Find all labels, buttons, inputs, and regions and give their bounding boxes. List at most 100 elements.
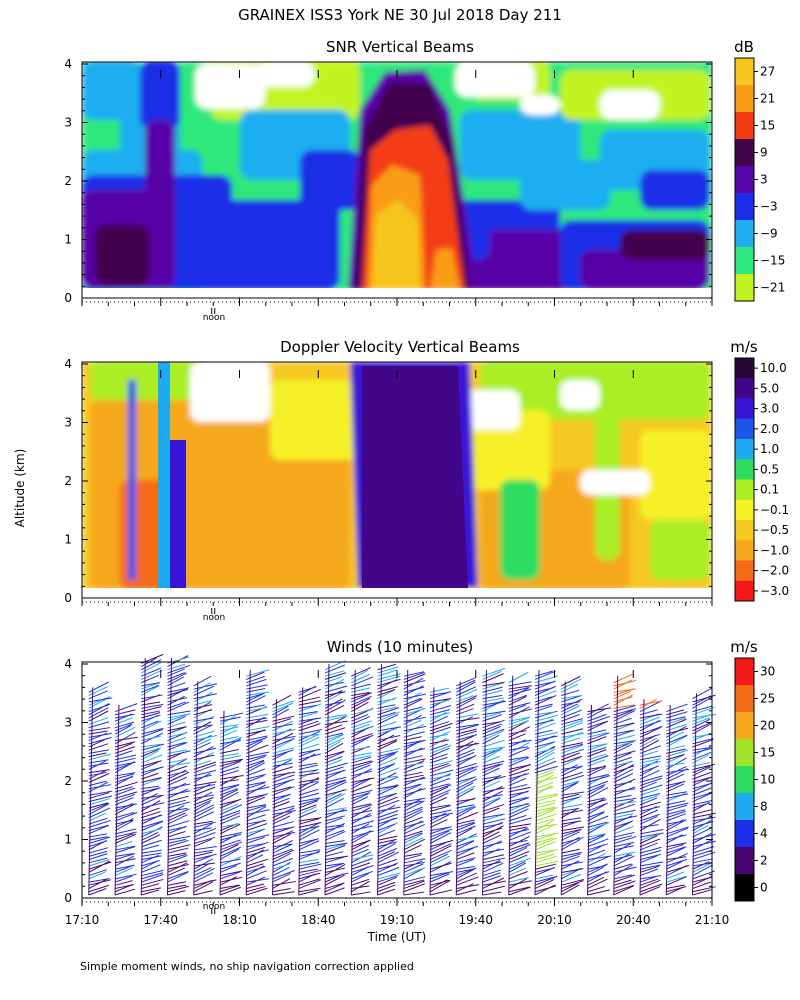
- colorbar-swatch: [735, 874, 754, 902]
- x-tick-label: 18:10: [222, 913, 257, 927]
- x-tick-label: 19:10: [380, 913, 415, 927]
- colorbar-swatch: [735, 479, 754, 501]
- y-tick-label: 0: [64, 591, 72, 605]
- colorbar-label: 2.0: [760, 422, 779, 436]
- colorbar-label: 1.0: [760, 442, 779, 456]
- colorbar-label: 30: [760, 665, 775, 679]
- y-tick-label: 1: [64, 233, 72, 247]
- colorbar-label: −0.5: [760, 523, 789, 537]
- colorbar-label: −1.0: [760, 543, 789, 557]
- colorbar-swatch: [735, 459, 754, 480]
- wind-profile: [272, 694, 297, 896]
- colorbar-swatch: [735, 580, 754, 602]
- colorbar-swatch: [735, 58, 754, 86]
- snr-unit: dB: [734, 38, 754, 56]
- colorbar-label: 10.0: [760, 361, 787, 375]
- colorbar-label: 5.0: [760, 381, 779, 395]
- colorbar-swatch: [735, 193, 754, 221]
- colorbar-swatch: [735, 439, 754, 460]
- colorbar-label: 10: [760, 773, 775, 787]
- wind-profile: [298, 685, 322, 896]
- y-tick-label: 3: [64, 116, 72, 130]
- colorbar-swatch: [735, 739, 754, 767]
- doppler-panel: Doppler Velocity Vertical Beams 0 1 2 3 4 10…: [64, 338, 789, 623]
- wind-profile: [639, 698, 664, 896]
- x-tick-label: 19:40: [458, 913, 493, 927]
- colorbar-label: 27: [760, 65, 775, 79]
- wind-profile: [350, 667, 375, 896]
- wind-profile: [114, 703, 138, 896]
- y-tick-label: 2: [64, 174, 72, 188]
- x-tick-label: 18:40: [301, 913, 336, 927]
- colorbar-swatch: [735, 712, 754, 740]
- colorbar-label: 21: [760, 92, 775, 106]
- wind-barbs: [88, 653, 717, 896]
- colorbar-label: 0.5: [760, 462, 779, 476]
- wind-profile: [508, 671, 532, 896]
- colorbar-label: −3: [760, 200, 778, 214]
- wind-profile: [613, 673, 638, 896]
- snr-heatmap: [82, 62, 712, 290]
- wind-profile: [88, 681, 113, 896]
- colorbar-label: −9: [760, 227, 778, 241]
- colorbar-swatch: [735, 220, 754, 248]
- doppler-colorbar: 10.0 5.0 3.0 2.0 1.0 0.5 0.1 −0.1 −0.5 −1.0 −2.0 −3…: [734, 357, 789, 602]
- colorbar-label: 2: [760, 854, 768, 868]
- colorbar-label: 4: [760, 827, 768, 841]
- wind-profile: [245, 669, 270, 896]
- wind-profile: [560, 675, 585, 896]
- colorbar-swatch: [735, 540, 754, 561]
- wind-profile: [534, 669, 559, 896]
- winds-unit: m/s: [730, 638, 758, 656]
- y-axis-label: Altitude (km): [13, 449, 27, 528]
- y-tick-label: 4: [64, 657, 72, 671]
- colorbar-swatch: [735, 85, 754, 113]
- colorbar-swatch: [735, 520, 754, 541]
- y-tick-label: 4: [64, 357, 72, 371]
- snr-panel: SNR Vertical Beams 0 1 2 3 4 27 21 15 9 3 −3 −9 −15…: [64, 38, 785, 323]
- doppler-heatmap: [82, 362, 712, 590]
- doppler-panel-title: Doppler Velocity Vertical Beams: [280, 338, 520, 356]
- colorbar-label: 3.0: [760, 402, 779, 416]
- y-tick-label: 3: [64, 416, 72, 430]
- doppler-noon-label: noon: [203, 613, 225, 623]
- colorbar-label: 0: [760, 881, 768, 895]
- colorbar-swatch: [735, 247, 754, 275]
- y-tick-label: 4: [64, 57, 72, 71]
- colorbar-label: 15: [760, 119, 775, 133]
- colorbar-label: 25: [760, 692, 775, 706]
- wind-profile: [324, 660, 349, 896]
- colorbar-swatch: [735, 658, 754, 686]
- doppler-axes: 0 1 2 3 4: [64, 357, 713, 614]
- colorbar-label: −2.0: [760, 564, 789, 578]
- colorbar-label: −21: [760, 281, 785, 295]
- wind-profile: [692, 687, 717, 896]
- time-tick-labels: 17:10 17:40 18:10 18:40 19:10 19:40 20:10 20:40…: [65, 913, 730, 927]
- wind-profile: [403, 669, 427, 896]
- winds-axes: 0 1 2 3 4: [64, 657, 713, 914]
- colorbar-swatch: [735, 418, 754, 440]
- colorbar-label: −15: [760, 254, 785, 268]
- x-tick-label: 17:40: [143, 913, 178, 927]
- colorbar-swatch: [735, 793, 754, 821]
- winds-panel-title: Winds (10 minutes): [327, 638, 474, 656]
- y-tick-label: 0: [64, 891, 72, 905]
- colorbar-label: 3: [760, 173, 768, 187]
- colorbar-swatch: [735, 139, 754, 167]
- colorbar-swatch: [735, 166, 754, 194]
- wind-profile: [482, 667, 506, 896]
- colorbar-swatch: [735, 560, 754, 582]
- wind-profile: [140, 653, 165, 896]
- x-axis-label: Time (UT): [367, 930, 427, 944]
- snr-colorbar: 27 21 15 9 3 −3 −9 −15 −21: [734, 57, 785, 302]
- colorbar-swatch: [735, 358, 754, 379]
- colorbar-swatch: [735, 112, 754, 140]
- colorbar-label: 9: [760, 146, 768, 160]
- y-tick-label: 2: [64, 474, 72, 488]
- colorbar-label: −3.0: [760, 584, 789, 598]
- snr-noon-label: noon: [203, 313, 225, 323]
- x-tick-label: 20:40: [616, 913, 651, 927]
- y-tick-label: 1: [64, 833, 72, 847]
